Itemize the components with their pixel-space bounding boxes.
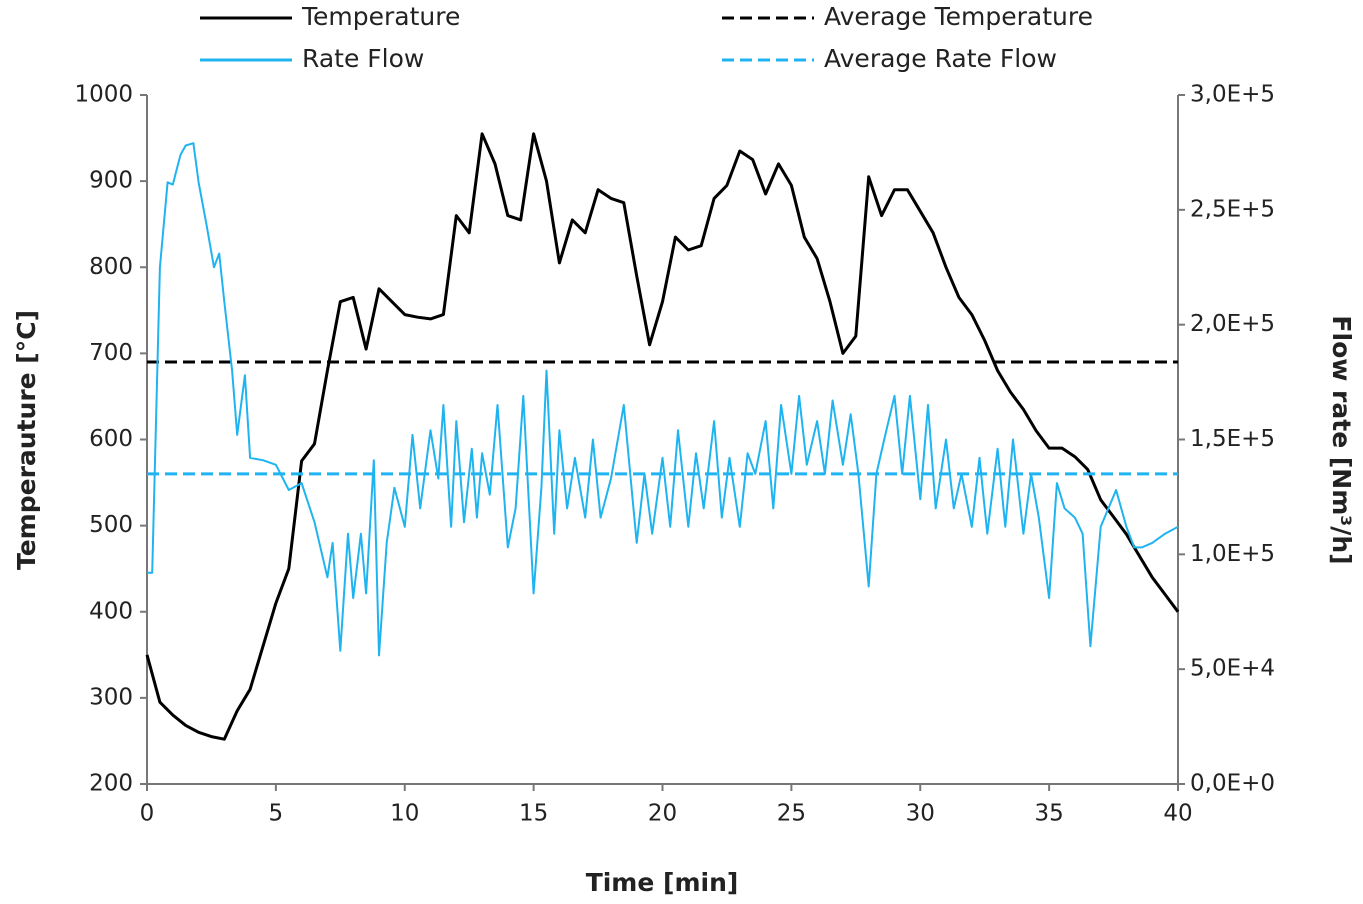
legend-label: Average Temperature (824, 2, 1093, 31)
y-tick-label: 500 (89, 512, 133, 538)
x-tick-label: 0 (140, 801, 155, 827)
x-tick-label: 15 (519, 801, 548, 827)
x-tick-label: 30 (906, 801, 935, 827)
x-tick-label: 35 (1034, 801, 1063, 827)
x-tick-label: 5 (269, 801, 284, 827)
y2-tick-label: 1,5E+5 (1190, 426, 1275, 452)
y-axis-label: Temperauture [°C] (12, 310, 41, 570)
y-tick-label: 300 (89, 684, 133, 710)
y-tick-label: 800 (89, 254, 133, 280)
x-tick-label: 40 (1163, 801, 1192, 827)
y2-axis-label: Flow rate [Nm³/h] (1327, 315, 1356, 564)
y2-tick-label: 2,5E+5 (1190, 196, 1275, 222)
y-tick-label: 600 (89, 426, 133, 452)
y2-tick-label: 3,0E+5 (1190, 82, 1275, 108)
y2-tick-label: 0,0E+0 (1190, 771, 1275, 797)
x-tick-label: 25 (777, 801, 806, 827)
y-tick-label: 700 (89, 340, 133, 366)
y-tick-label: 900 (89, 168, 133, 194)
y-tick-label: 1000 (74, 82, 133, 108)
y2-tick-label: 5,0E+4 (1190, 656, 1275, 682)
x-axis-label: Time [min] (586, 868, 739, 897)
y-tick-label: 200 (89, 771, 133, 797)
x-tick-label: 10 (390, 801, 419, 827)
y2-tick-label: 2,0E+5 (1190, 311, 1275, 337)
legend-label: Temperature (301, 2, 460, 31)
x-tick-label: 20 (648, 801, 677, 827)
series-line (147, 142, 1179, 657)
y-tick-label: 400 (89, 598, 133, 624)
series-line (145, 132, 1180, 741)
legend-label: Rate Flow (302, 44, 424, 73)
y2-tick-label: 1,0E+5 (1190, 541, 1275, 567)
legend-label: Average Rate Flow (824, 44, 1057, 73)
